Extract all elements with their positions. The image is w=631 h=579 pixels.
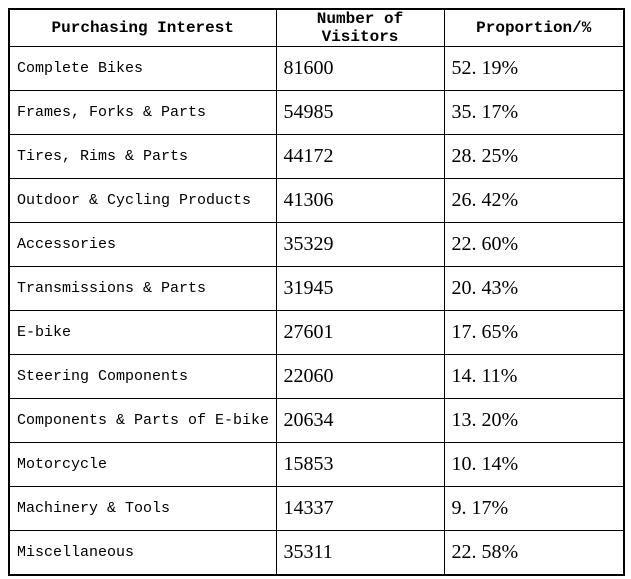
- table-row: E-bike 27601 17. 65%: [8, 310, 625, 355]
- cell-interest: Outdoor & Cycling Products: [8, 178, 277, 223]
- table-row: Steering Components 22060 14. 11%: [8, 354, 625, 399]
- table-row: Machinery & Tools 14337 9. 17%: [8, 486, 625, 531]
- cell-interest: Steering Components: [8, 354, 277, 399]
- cell-visitors: 35329: [275, 222, 445, 267]
- column-header-proportion: Proportion/%: [443, 8, 625, 47]
- cell-proportion: 10. 14%: [443, 442, 625, 487]
- table-row: Outdoor & Cycling Products 41306 26. 42%: [8, 178, 625, 223]
- table-row: Transmissions & Parts 31945 20. 43%: [8, 266, 625, 311]
- table-row: Accessories 35329 22. 60%: [8, 222, 625, 267]
- cell-interest: E-bike: [8, 310, 277, 355]
- table-row: Frames, Forks & Parts 54985 35. 17%: [8, 90, 625, 135]
- cell-visitors: 41306: [275, 178, 445, 223]
- table-header-row: Purchasing Interest Number of Visitors P…: [8, 8, 625, 47]
- cell-proportion: 20. 43%: [443, 266, 625, 311]
- cell-proportion: 35. 17%: [443, 90, 625, 135]
- column-header-purchasing-interest: Purchasing Interest: [8, 8, 277, 47]
- cell-interest: Components & Parts of E-bike: [8, 398, 277, 443]
- cell-visitors: 27601: [275, 310, 445, 355]
- cell-interest: Machinery & Tools: [8, 486, 277, 531]
- cell-visitors: 15853: [275, 442, 445, 487]
- cell-proportion: 13. 20%: [443, 398, 625, 443]
- cell-visitors: 31945: [275, 266, 445, 311]
- cell-proportion: 22. 58%: [443, 530, 625, 576]
- cell-interest: Motorcycle: [8, 442, 277, 487]
- cell-interest: Tires, Rims & Parts: [8, 134, 277, 179]
- cell-interest: Frames, Forks & Parts: [8, 90, 277, 135]
- cell-proportion: 9. 17%: [443, 486, 625, 531]
- cell-visitors: 54985: [275, 90, 445, 135]
- cell-visitors: 20634: [275, 398, 445, 443]
- cell-visitors: 81600: [275, 46, 445, 91]
- cell-proportion: 22. 60%: [443, 222, 625, 267]
- cell-proportion: 14. 11%: [443, 354, 625, 399]
- table-row: Miscellaneous 35311 22. 58%: [8, 530, 625, 576]
- cell-interest: Miscellaneous: [8, 530, 277, 576]
- purchasing-interest-table-container: Purchasing Interest Number of Visitors P…: [8, 8, 625, 576]
- column-header-number-of-visitors: Number of Visitors: [275, 8, 445, 47]
- cell-proportion: 26. 42%: [443, 178, 625, 223]
- table-row: Tires, Rims & Parts 44172 28. 25%: [8, 134, 625, 179]
- cell-interest: Complete Bikes: [8, 46, 277, 91]
- cell-visitors: 14337: [275, 486, 445, 531]
- cell-visitors: 35311: [275, 530, 445, 576]
- cell-interest: Transmissions & Parts: [8, 266, 277, 311]
- cell-visitors: 44172: [275, 134, 445, 179]
- cell-proportion: 17. 65%: [443, 310, 625, 355]
- table-row: Components & Parts of E-bike 20634 13. 2…: [8, 398, 625, 443]
- table-row: Complete Bikes 81600 52. 19%: [8, 46, 625, 91]
- table-body: Complete Bikes 81600 52. 19% Frames, For…: [8, 46, 625, 576]
- table-row: Motorcycle 15853 10. 14%: [8, 442, 625, 487]
- cell-interest: Accessories: [8, 222, 277, 267]
- cell-proportion: 28. 25%: [443, 134, 625, 179]
- cell-proportion: 52. 19%: [443, 46, 625, 91]
- cell-visitors: 22060: [275, 354, 445, 399]
- purchasing-interest-table: Purchasing Interest Number of Visitors P…: [8, 8, 625, 576]
